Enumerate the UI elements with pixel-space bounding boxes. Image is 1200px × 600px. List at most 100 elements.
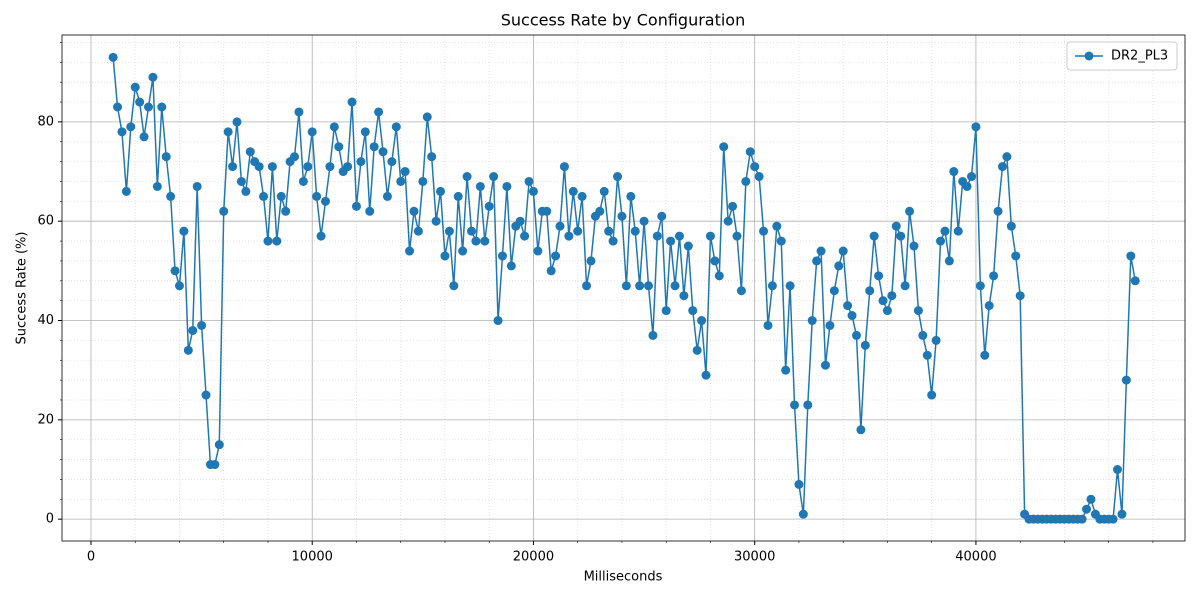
- data-point: [1086, 494, 1096, 504]
- data-point: [869, 231, 879, 241]
- data-point: [418, 176, 428, 186]
- data-point: [223, 127, 233, 137]
- data-point: [449, 281, 459, 291]
- data-point: [409, 206, 419, 216]
- data-point: [785, 281, 795, 291]
- data-point: [290, 152, 300, 162]
- data-point: [524, 176, 534, 186]
- data-point: [228, 162, 238, 172]
- x-tick-label: 10000: [292, 550, 333, 565]
- data-point: [365, 206, 375, 216]
- data-point: [781, 365, 791, 375]
- x-axis-label: Milliseconds: [584, 570, 663, 585]
- data-point: [922, 350, 932, 360]
- data-point: [847, 311, 857, 321]
- data-point: [772, 221, 782, 231]
- data-point: [710, 256, 720, 266]
- data-point: [484, 201, 494, 211]
- data-point: [701, 370, 711, 380]
- data-point: [679, 291, 689, 301]
- data-point: [422, 112, 432, 122]
- data-point: [697, 316, 707, 326]
- data-point: [639, 216, 649, 226]
- data-point: [767, 281, 777, 291]
- data-point: [794, 479, 804, 489]
- y-tick-label: 60: [37, 214, 54, 229]
- data-point: [320, 196, 330, 206]
- data-point: [480, 236, 490, 246]
- data-point: [666, 236, 676, 246]
- data-point: [670, 281, 680, 291]
- data-point: [130, 82, 140, 92]
- data-point: [475, 181, 485, 191]
- data-point: [856, 425, 866, 435]
- data-point: [913, 306, 923, 316]
- data-point: [1006, 221, 1016, 231]
- data-point: [582, 281, 592, 291]
- data-point: [860, 340, 870, 350]
- data-point: [139, 132, 149, 142]
- data-point: [834, 261, 844, 271]
- data-point: [953, 226, 963, 236]
- y-tick-label: 20: [37, 412, 54, 427]
- data-point: [728, 201, 738, 211]
- data-point: [807, 316, 817, 326]
- data-point: [121, 186, 131, 196]
- data-point: [1108, 514, 1118, 524]
- data-point: [559, 162, 569, 172]
- data-point: [812, 256, 822, 266]
- data-point: [166, 191, 176, 201]
- data-point: [502, 181, 512, 191]
- data-point: [281, 206, 291, 216]
- data-point: [652, 231, 662, 241]
- data-point: [378, 147, 388, 157]
- legend-label: DR2_PL3: [1111, 49, 1168, 64]
- legend-marker: [1084, 51, 1094, 61]
- data-point: [984, 301, 994, 311]
- data-point: [931, 335, 941, 345]
- data-point: [236, 176, 246, 186]
- data-point: [940, 226, 950, 236]
- data-point: [294, 107, 304, 117]
- data-point: [369, 142, 379, 152]
- data-point: [467, 226, 477, 236]
- data-point: [608, 236, 618, 246]
- data-point: [568, 186, 578, 196]
- x-tick-label: 20000: [513, 550, 554, 565]
- x-tick-label: 40000: [955, 550, 996, 565]
- data-point: [174, 281, 184, 291]
- y-tick-label: 80: [37, 114, 54, 129]
- data-point: [312, 191, 322, 201]
- data-point: [1015, 291, 1025, 301]
- data-point: [214, 440, 224, 450]
- data-point: [413, 226, 423, 236]
- data-point: [763, 320, 773, 330]
- data-point: [657, 211, 667, 221]
- data-point: [462, 172, 472, 182]
- data-point: [219, 206, 229, 216]
- data-point: [334, 142, 344, 152]
- data-point: [471, 236, 481, 246]
- data-point: [1126, 251, 1136, 261]
- data-point: [635, 281, 645, 291]
- data-point: [400, 167, 410, 177]
- data-point: [613, 172, 623, 182]
- data-point: [126, 122, 136, 132]
- data-point: [865, 286, 875, 296]
- data-point: [816, 246, 826, 256]
- data-point: [382, 191, 392, 201]
- data-point: [374, 107, 384, 117]
- plot-frame: [61, 34, 1186, 542]
- data-point: [967, 172, 977, 182]
- data-point: [577, 191, 587, 201]
- data-point: [489, 172, 499, 182]
- data-point: [790, 400, 800, 410]
- data-point: [688, 306, 698, 316]
- data-point: [626, 191, 636, 201]
- data-point: [661, 306, 671, 316]
- data-point: [427, 152, 437, 162]
- data-point: [506, 261, 516, 271]
- data-point: [750, 162, 760, 172]
- data-point: [515, 216, 525, 226]
